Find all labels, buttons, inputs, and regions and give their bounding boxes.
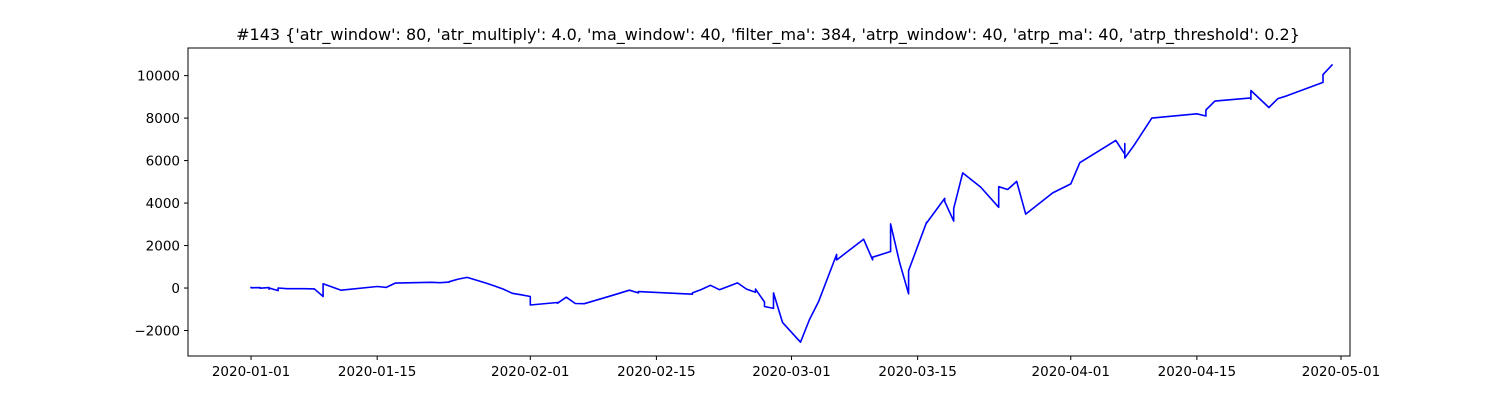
x-tick-label: 2020-03-15: [878, 364, 956, 380]
y-tick-label: −2000: [134, 324, 180, 340]
y-tick-label: 6000: [146, 154, 180, 170]
y-tick-label: 4000: [146, 196, 180, 212]
x-tick-label: 2020-02-01: [491, 364, 569, 380]
y-tick-label: 0: [171, 281, 180, 297]
x-tick-label: 2020-04-01: [1032, 364, 1110, 380]
y-tick-label: 10000: [137, 69, 180, 85]
x-tick-label: 2020-02-15: [617, 364, 695, 380]
x-tick-label: 2020-01-01: [212, 364, 290, 380]
x-tick-label: 2020-04-15: [1158, 364, 1236, 380]
series-line-0: [250, 63, 1334, 344]
axes: [184, 47, 1351, 360]
y-tick-label: 2000: [146, 239, 180, 255]
x-tick-label: 2020-05-01: [1302, 364, 1380, 380]
tick-labels: 2020-01-01 2020-01-15 2020-02-01 2020-02-15…: [134, 69, 1380, 380]
x-tick-label: 2020-03-01: [752, 364, 830, 380]
x-tick-label: 2020-01-15: [338, 364, 416, 380]
chart-title: #143 {'atr_window': 80, 'atr_multiply': …: [236, 25, 1300, 45]
y-tick-label: 8000: [146, 111, 180, 127]
series-layer: [250, 63, 1334, 344]
plot-frame: [187, 47, 1351, 357]
